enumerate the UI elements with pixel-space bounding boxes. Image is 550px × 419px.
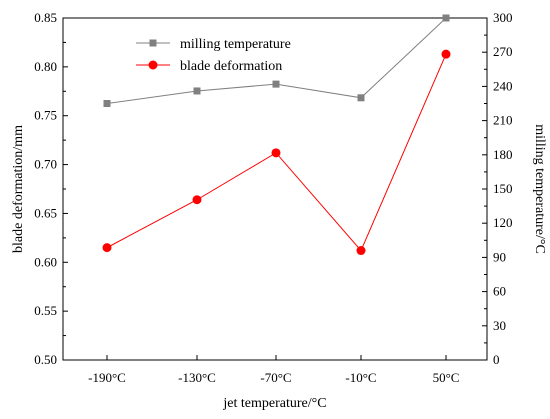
milling-temperature-point xyxy=(442,14,450,22)
x-tick-label: -190°C xyxy=(88,370,126,385)
milling-temperature-legend-marker xyxy=(149,39,157,47)
blade-deformation-point xyxy=(356,246,366,256)
milling-temperature-point xyxy=(193,87,201,95)
y-right-tick-label: 270 xyxy=(493,44,513,59)
right-axis: 0 30 60 90 120 150 180 210 240 270 300 xyxy=(482,10,513,367)
y-left-tick-label: 0.55 xyxy=(34,303,57,318)
blade-deformation-point xyxy=(102,243,112,253)
y-right-tick-label: 240 xyxy=(493,78,513,93)
blade-deformation-point xyxy=(192,195,202,205)
series-layer xyxy=(102,14,451,256)
y-right-tick-label: 180 xyxy=(493,147,513,162)
blade-deformation-point xyxy=(441,49,451,59)
y-left-tick-label: 0.50 xyxy=(34,352,57,367)
x-tick-label: -10°C xyxy=(345,370,376,385)
x-tick-label: -70°C xyxy=(260,370,291,385)
y-right-tick-label: 90 xyxy=(493,249,506,264)
y-right-tick-label: 120 xyxy=(493,215,513,230)
y-right-tick-label: 300 xyxy=(493,10,513,25)
y-right-tick-label: 60 xyxy=(493,284,506,299)
milling-temperature-point xyxy=(272,80,280,88)
left-axis: 0.50 0.55 0.60 0.65 0.70 0.75 0.80 0.85 xyxy=(34,10,68,367)
y-left-tick-label: 0.85 xyxy=(34,10,57,25)
x-axis-title: jet temperature/°C xyxy=(222,396,326,411)
y-left-tick-label: 0.75 xyxy=(34,108,57,123)
legend: milling temperature blade deformation xyxy=(136,37,291,74)
y-right-tick-label: 210 xyxy=(493,113,513,128)
y-left-tick-label: 0.80 xyxy=(34,59,57,74)
y-axis-right-title: milling temperature/°C xyxy=(532,124,547,254)
y-left-tick-label: 0.60 xyxy=(34,254,57,269)
y-left-tick-label: 0.65 xyxy=(34,205,57,220)
x-tick-label: 50°C xyxy=(433,370,460,385)
x-tick-label: -130°C xyxy=(178,370,216,385)
y-right-tick-label: 0 xyxy=(493,352,500,367)
y-left-tick-label: 0.70 xyxy=(34,157,57,172)
blade-deformation-legend-label: blade deformation xyxy=(180,59,282,74)
milling-temperature-point xyxy=(357,94,365,102)
x-axis: -190°C -130°C -70°C -10°C 50°C xyxy=(88,355,459,385)
milling-temperature-point xyxy=(103,100,111,107)
y-axis-left-title: blade deformation/mm xyxy=(11,125,26,253)
blade-deformation-legend-marker xyxy=(148,60,158,70)
milling-temperature-legend-label: milling temperature xyxy=(180,37,291,52)
y-right-tick-label: 30 xyxy=(493,318,506,333)
y-right-tick-label: 150 xyxy=(493,181,513,196)
blade-deformation-point xyxy=(271,148,281,158)
